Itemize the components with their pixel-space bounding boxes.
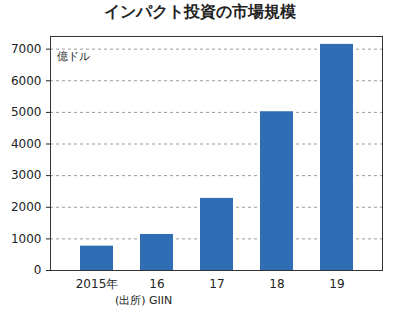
- svg-text:17: 17: [209, 277, 224, 291]
- svg-text:5000: 5000: [11, 105, 42, 119]
- svg-text:1000: 1000: [11, 232, 42, 246]
- svg-text:2015年: 2015年: [76, 277, 119, 291]
- svg-text:6000: 6000: [11, 74, 42, 88]
- svg-text:3000: 3000: [11, 168, 42, 182]
- svg-text:2000: 2000: [11, 200, 42, 214]
- svg-text:億ドル: 億ドル: [57, 50, 90, 63]
- svg-text:18: 18: [269, 277, 284, 291]
- html-text:インパクト投資の市場規模: インパクト投資の市場規模: [104, 2, 296, 21]
- svg-text:16: 16: [149, 277, 164, 291]
- svg-text:7000: 7000: [11, 42, 42, 56]
- svg-text:19: 19: [329, 277, 344, 291]
- html-text:(出所) GIIN: (出所) GIIN: [115, 294, 173, 307]
- svg-text:4000: 4000: [11, 137, 42, 151]
- svg-text:0: 0: [34, 263, 42, 277]
